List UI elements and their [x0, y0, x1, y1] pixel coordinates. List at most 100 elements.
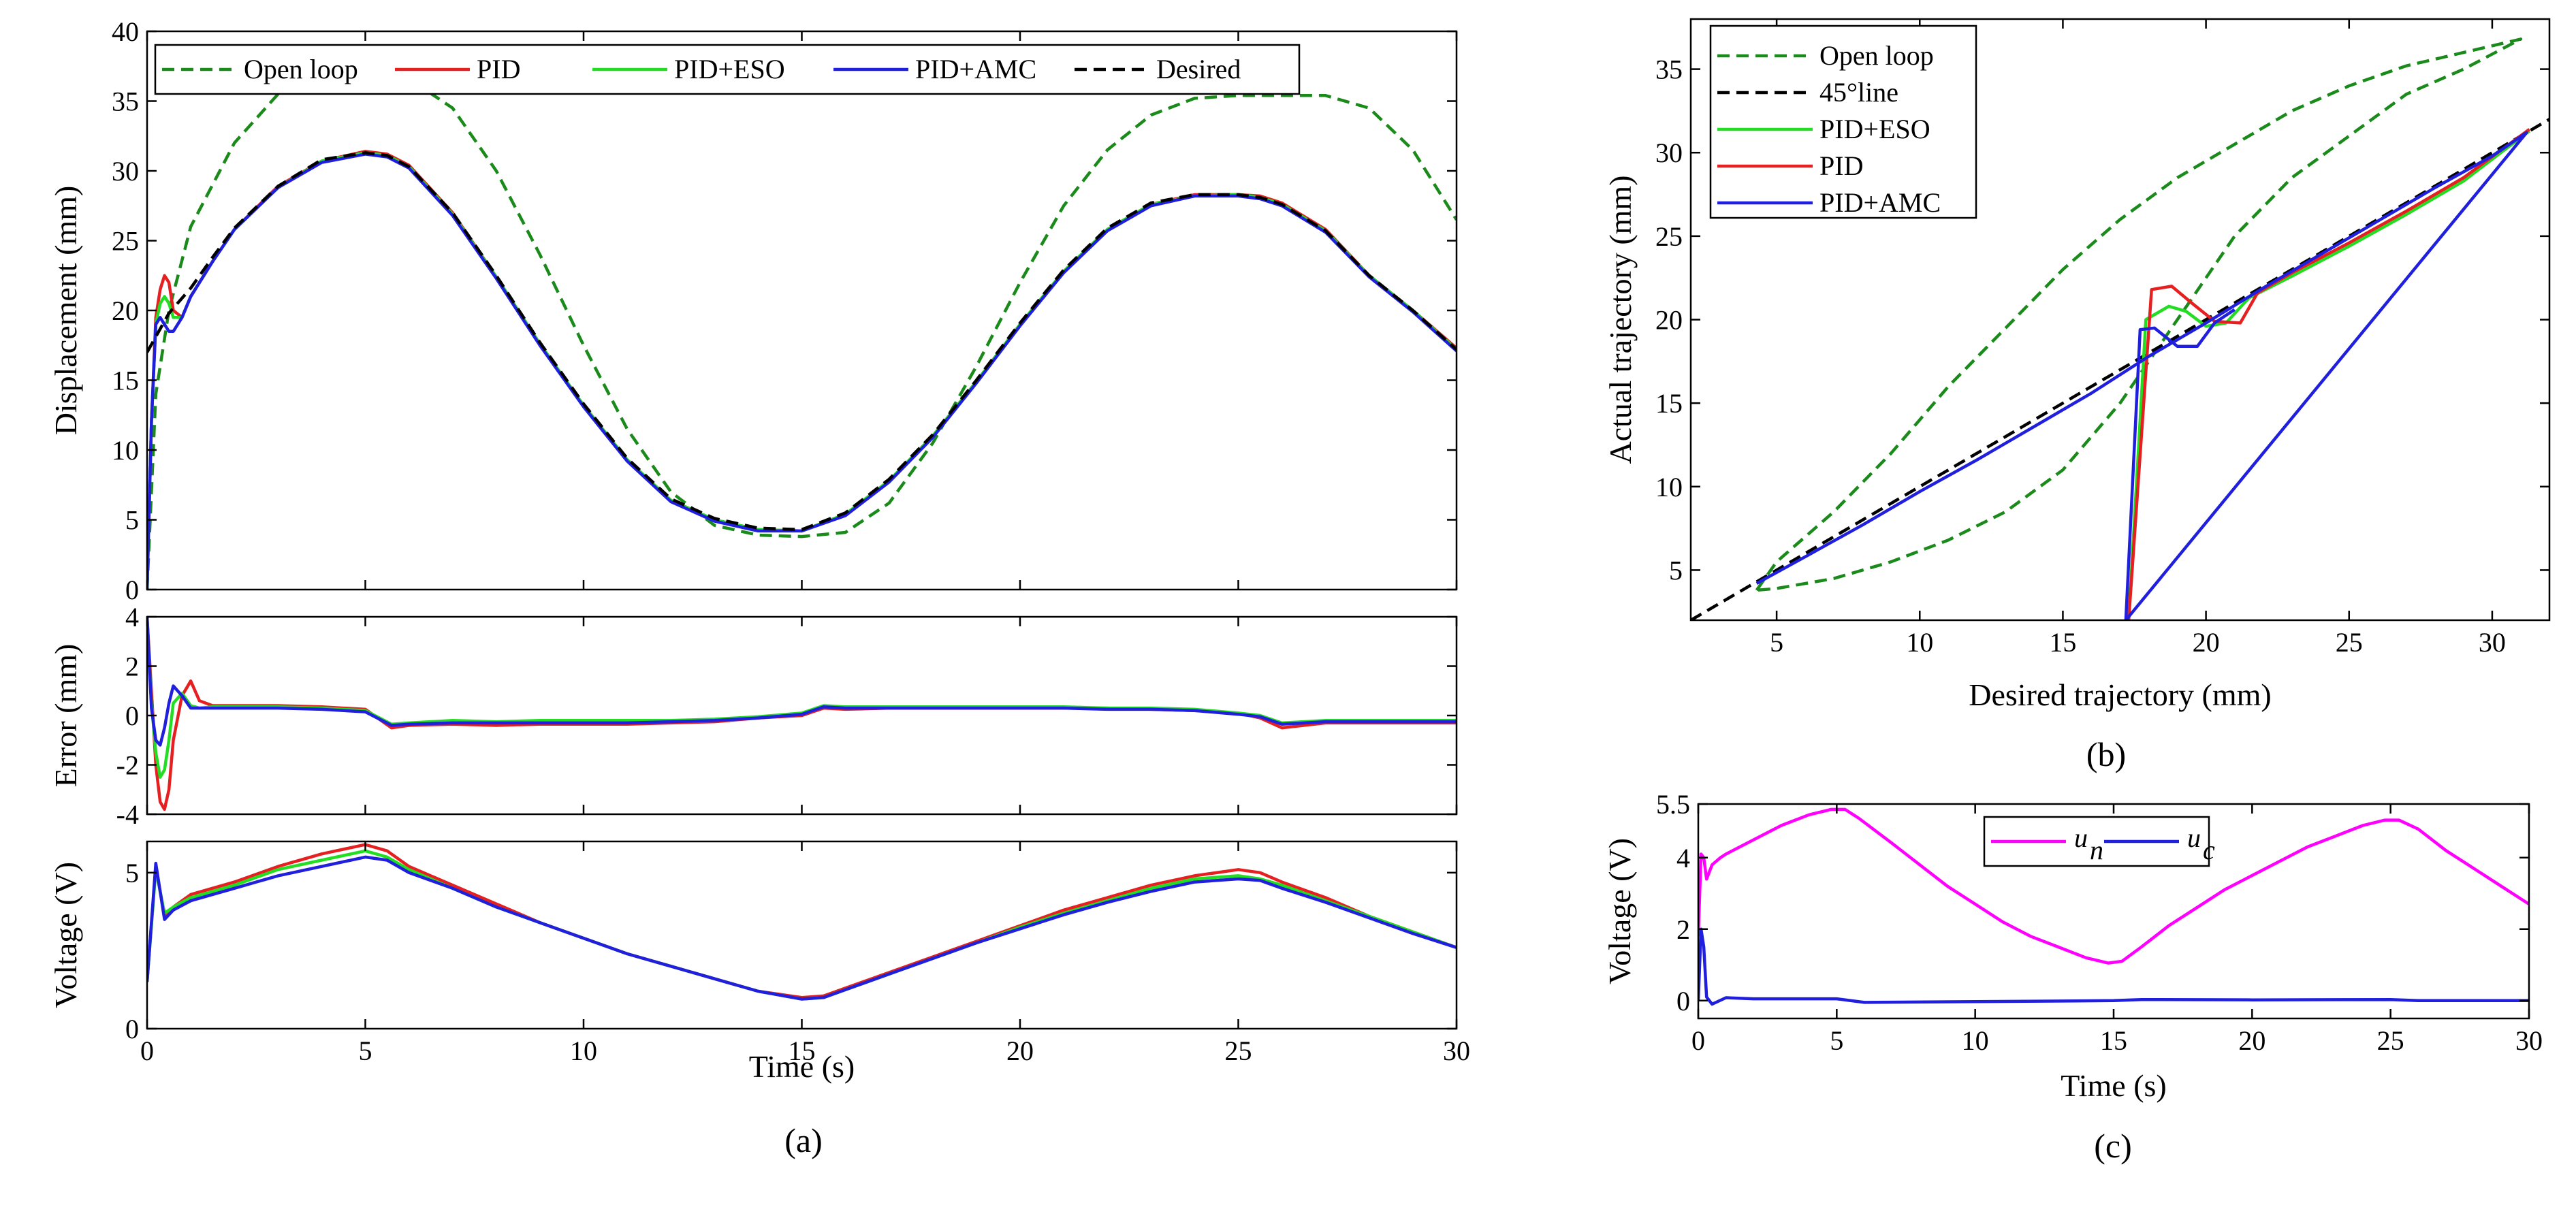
series-group: [147, 617, 1457, 812]
y-tick-label: 20: [1655, 305, 1683, 336]
y-tick-label: 10: [1655, 472, 1683, 502]
panel-c_voltage: Voltage (V): [1602, 803, 2530, 1020]
series-line-pid-eso: [147, 151, 1457, 590]
x-tick-label: 30: [2515, 1025, 2543, 1056]
series-group: [1691, 37, 2549, 620]
panel-caption: (b): [2086, 735, 2126, 773]
series-line-pid-eso: [147, 617, 1457, 779]
series-line-pid-amc: [147, 617, 1457, 747]
legend-box: [1709, 25, 1977, 219]
series-group: [147, 843, 1457, 1001]
series-line-pid: [2127, 128, 2530, 620]
legend-entry: PID: [477, 54, 520, 84]
series-line-open-loop: [147, 73, 1457, 590]
legend-entry: PID: [1819, 150, 1863, 181]
x-tick-label: 5: [1770, 627, 1783, 658]
x-tick-label: 10: [570, 1035, 597, 1066]
y-tick-label: -4: [116, 799, 139, 830]
y-tick-label: 0: [1676, 986, 1690, 1016]
series-line-u-c: [1698, 927, 2529, 1006]
x-tick-label: 25: [2377, 1025, 2404, 1056]
y-axis-label: Voltage (V): [48, 862, 83, 1008]
y-tick-label: 0: [125, 575, 139, 605]
y-tick-label: 4: [1676, 843, 1690, 873]
y-tick-label: 25: [1655, 221, 1683, 252]
legend-subscript: n: [2090, 835, 2103, 865]
series-group: [147, 73, 1457, 590]
legend-entry: PID+ESO: [674, 54, 785, 84]
y-tick-label: 5: [1669, 555, 1683, 585]
x-tick-label: 30: [2479, 627, 2506, 658]
series-line-pid-amc: [147, 152, 1457, 590]
legend-subscript: c: [2203, 835, 2215, 865]
y-tick-label: 35: [112, 86, 139, 117]
y-axis-label: Error (mm): [48, 644, 83, 788]
x-tick-label: 5: [359, 1035, 372, 1066]
y-tick-label: -2: [116, 750, 139, 781]
x-tick-label: 15: [789, 1035, 816, 1066]
series-line-pid: [147, 150, 1457, 590]
y-tick-label: 40: [112, 16, 139, 47]
y-tick-label: 35: [1655, 54, 1683, 85]
legend-entry: 45°line: [1819, 77, 1898, 108]
y-tick-label: 0: [125, 701, 139, 731]
panel-caption: (a): [784, 1121, 823, 1159]
legend-entry: u: [2187, 822, 2201, 853]
panel-a_error: Error (mm): [48, 615, 1458, 816]
y-tick-label: 15: [112, 366, 139, 396]
x-tick-label: 30: [1443, 1035, 1470, 1066]
series-line-pid-eso: [2127, 129, 2530, 620]
x-tick-label: 10: [1962, 1025, 1989, 1056]
y-tick-label: 20: [112, 295, 139, 326]
y-tick-label: 0: [125, 1014, 139, 1044]
y-axis-label: Voltage (V): [1602, 838, 1637, 984]
x-tick-label: 10: [1906, 627, 1933, 658]
series-line-pid-amc: [1755, 131, 2528, 620]
panel-caption: (c): [2094, 1127, 2132, 1165]
y-axis-label: Displacement (mm): [48, 186, 83, 436]
x-tick-label: 20: [1006, 1035, 1034, 1066]
plot-frame: [146, 30, 1458, 591]
y-tick-label: 25: [112, 226, 139, 257]
series-line-open-loop: [1755, 37, 2523, 592]
y-tick-label: 5.5: [1656, 789, 1690, 820]
legend-box: [154, 44, 1301, 95]
y-tick-label: 30: [112, 156, 139, 187]
x-axis-label: Time (s): [749, 1049, 855, 1084]
legend-entry: PID+ESO: [1819, 114, 1930, 144]
series-line-pid-amc: [147, 855, 1457, 1001]
x-tick-label: 20: [2193, 627, 2220, 658]
y-tick-label: 30: [1655, 138, 1683, 168]
y-tick-label: 10: [112, 435, 139, 466]
x-axis-label: Desired trajectory (mm): [1969, 677, 2271, 712]
x-tick-label: 0: [1691, 1025, 1705, 1056]
legend-entry: Open loop: [244, 54, 358, 84]
y-axis-label: Actual trajectory (mm): [1603, 175, 1638, 464]
x-tick-label: 25: [2336, 627, 2363, 658]
legend-entry: u: [2074, 822, 2088, 853]
series-line-u-n: [1698, 807, 2529, 965]
x-tick-label: 25: [1225, 1035, 1252, 1066]
legend-entry: PID+AMC: [1819, 187, 1941, 218]
legend-entry: Open loop: [1819, 40, 1934, 71]
series-group: [1698, 807, 2529, 1006]
y-tick-label: 2: [125, 652, 139, 682]
x-tick-label: 5: [1830, 1025, 1843, 1056]
x-tick-label: 15: [2100, 1025, 2127, 1056]
y-tick-label: 4: [125, 602, 139, 632]
y-tick-label: 2: [1676, 914, 1690, 945]
x-tick-label: 0: [140, 1035, 154, 1066]
series-line-pid: [147, 843, 1457, 999]
legend-entry: PID+AMC: [915, 54, 1036, 84]
panel-b_trajectory: Actual trajectory (mm): [1603, 18, 2551, 622]
legend-entry: Desired: [1156, 54, 1241, 84]
series-line-desired: [147, 151, 1457, 532]
x-axis-label: Time (s): [2061, 1068, 2167, 1103]
y-tick-label: 15: [1655, 388, 1683, 419]
panel-a_voltage: Voltage (V): [48, 840, 1458, 1030]
x-tick-label: 20: [2238, 1025, 2265, 1056]
panel-a_displacement: Displacement (mm): [48, 30, 1458, 591]
x-tick-label: 15: [2049, 627, 2076, 658]
y-tick-label: 5: [125, 505, 139, 536]
